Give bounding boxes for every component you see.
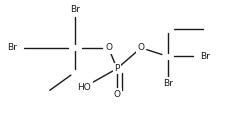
Text: Br: Br: [70, 4, 80, 14]
Text: Br: Br: [7, 43, 17, 52]
Text: O: O: [105, 43, 112, 52]
Text: Br: Br: [200, 52, 210, 61]
Text: Br: Br: [163, 79, 172, 88]
Text: O: O: [138, 43, 145, 52]
Text: O: O: [113, 90, 121, 99]
Text: HO: HO: [77, 82, 91, 92]
Text: P: P: [114, 64, 120, 73]
